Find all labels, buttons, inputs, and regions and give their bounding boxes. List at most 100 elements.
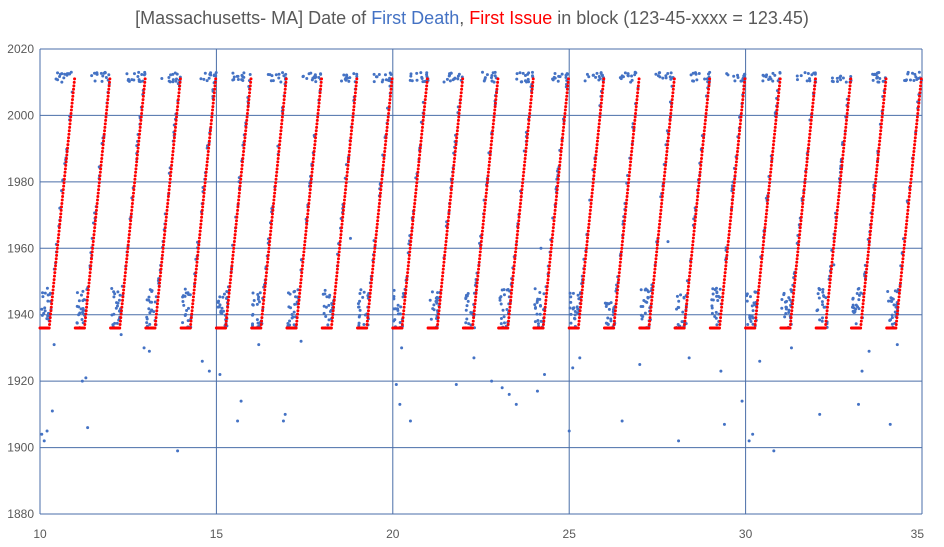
issue-point <box>775 108 779 112</box>
issue-point <box>267 250 271 254</box>
issue-point <box>600 94 604 98</box>
issue-point <box>170 156 174 160</box>
issue-point <box>557 167 561 171</box>
issue-point <box>274 181 278 185</box>
issue-point <box>89 264 93 268</box>
issue-point <box>804 174 808 178</box>
issue-point <box>878 136 882 140</box>
death-point <box>857 286 861 290</box>
issue-point <box>733 174 737 178</box>
issue-point <box>335 267 339 271</box>
death-point <box>736 73 740 77</box>
issue-point <box>383 143 387 147</box>
death-point <box>533 320 537 324</box>
issue-point <box>167 191 171 195</box>
issue-point <box>161 243 165 247</box>
issue-point <box>55 253 59 257</box>
death-point <box>835 76 839 80</box>
death-point <box>281 71 285 75</box>
issue-point <box>155 302 159 306</box>
issue-point <box>422 111 426 115</box>
death-point <box>323 292 327 296</box>
issue-point <box>690 250 694 254</box>
issue-point <box>866 253 870 257</box>
issue-point <box>471 326 475 330</box>
issue-point <box>797 236 801 240</box>
issue-point <box>766 198 770 202</box>
issue-point <box>655 246 659 250</box>
issue-point <box>333 288 337 292</box>
issue-point <box>129 215 133 219</box>
death-point <box>357 323 361 327</box>
death-point <box>871 72 875 76</box>
issue-point <box>238 184 242 188</box>
issue-point <box>56 243 60 247</box>
issue-point <box>672 80 676 84</box>
issue-point <box>139 118 143 122</box>
issue-point <box>420 125 424 129</box>
issue-point <box>299 278 303 282</box>
issue-point <box>627 177 631 181</box>
issue-point <box>382 160 386 164</box>
issue-point <box>729 215 733 219</box>
issue-point <box>520 184 524 188</box>
issue-point <box>318 91 322 95</box>
death-point <box>502 293 506 297</box>
issue-point <box>234 222 238 226</box>
issue-point <box>91 243 95 247</box>
issue-point <box>129 212 133 216</box>
issue-point <box>85 305 89 309</box>
issue-point <box>883 87 887 91</box>
issue-point <box>166 195 170 199</box>
issue-point <box>687 281 691 285</box>
issue-point <box>284 80 288 84</box>
issue-point <box>438 302 442 306</box>
death-outlier-point <box>218 373 222 376</box>
issue-point <box>658 219 662 223</box>
issue-point <box>541 323 545 327</box>
issue-point <box>775 111 779 115</box>
issue-point <box>281 105 285 109</box>
death-point <box>359 288 363 292</box>
issue-point <box>667 129 671 133</box>
issue-point <box>444 243 448 247</box>
issue-point <box>807 139 811 143</box>
issue-point <box>372 257 376 261</box>
issue-point <box>447 215 451 219</box>
issue-point <box>723 274 727 278</box>
issue-point <box>119 309 123 313</box>
issue-point <box>776 94 780 98</box>
death-point <box>118 293 122 297</box>
issue-point <box>162 240 166 244</box>
issue-point <box>55 246 59 250</box>
issue-point <box>706 91 710 95</box>
issue-point <box>304 233 308 237</box>
issue-point <box>413 198 417 202</box>
death-point <box>795 78 799 82</box>
death-point <box>891 297 895 301</box>
issue-point <box>507 316 511 320</box>
issue-point <box>765 208 769 212</box>
issue-point <box>197 236 201 240</box>
death-point <box>892 303 896 307</box>
death-point <box>640 317 644 321</box>
issue-point <box>207 139 211 143</box>
issue-point <box>666 139 670 143</box>
issue-point <box>797 240 801 244</box>
issue-point <box>417 160 421 164</box>
issue-point <box>585 243 589 247</box>
issue-point <box>170 163 174 167</box>
death-point <box>857 293 861 297</box>
issue-point <box>526 132 530 136</box>
issue-point <box>626 184 630 188</box>
issue-point <box>132 184 136 188</box>
issue-point <box>84 316 88 320</box>
issue-point <box>552 215 556 219</box>
issue-point <box>702 132 706 136</box>
issue-point <box>301 257 305 261</box>
death-point <box>222 309 226 313</box>
issue-point <box>916 111 920 115</box>
death-point <box>328 309 332 313</box>
death-point <box>148 288 152 292</box>
issue-point <box>767 184 771 188</box>
